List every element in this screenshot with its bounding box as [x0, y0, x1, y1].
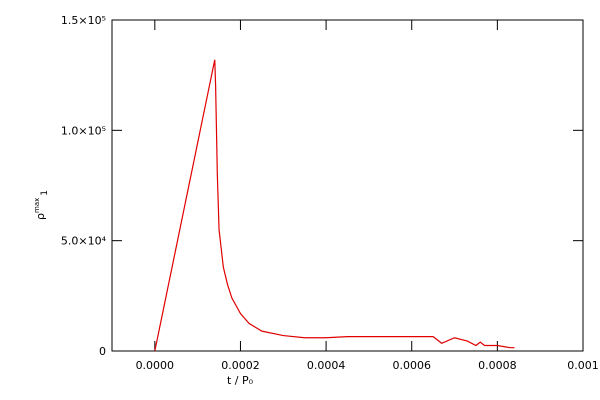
y-tick-label: 1.0×10⁵: [61, 124, 106, 137]
data-line: [154, 59, 515, 352]
y-tick-label: 5.0×10⁴: [61, 235, 107, 248]
x-axis-label: t / P₀: [227, 374, 254, 387]
y-axis-label: ρmax 1: [33, 190, 50, 220]
y-label-sub: 1: [40, 190, 50, 196]
y-label-symbol: ρ: [34, 213, 47, 220]
x-tick-label: 0.001: [567, 359, 599, 372]
y-tick-label: 1.5×10⁵: [61, 14, 106, 27]
x-tick-label: 0.0000: [136, 359, 175, 372]
x-tick-label: 0.0002: [221, 359, 260, 372]
x-tick-label: 0.0006: [392, 359, 431, 372]
y-label-sup: max: [33, 198, 41, 213]
x-tick-label: 0.0004: [307, 359, 346, 372]
x-tick-label: 0.0008: [478, 359, 517, 372]
plot-frame: [111, 19, 584, 352]
y-tick-label: 0: [99, 345, 106, 358]
